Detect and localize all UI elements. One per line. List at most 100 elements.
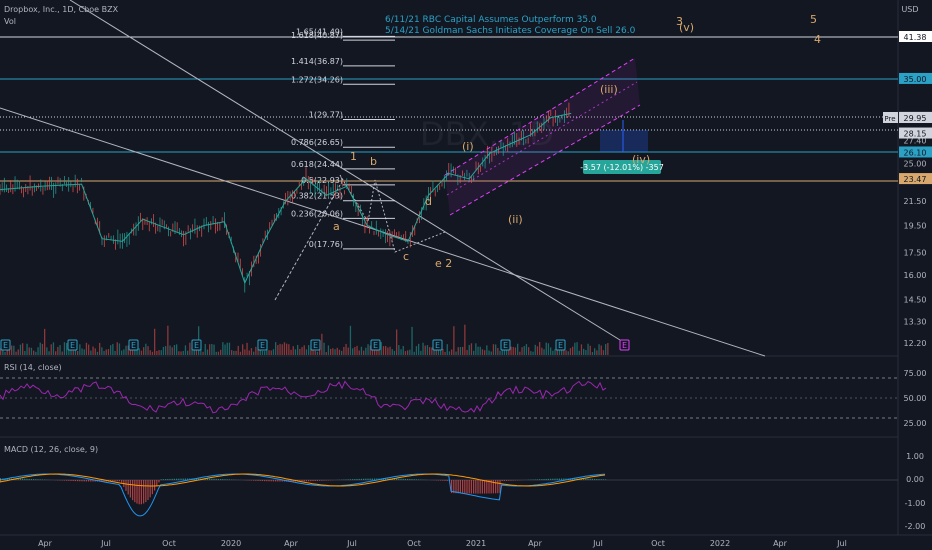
volume-bar [279,343,281,355]
earnings-marker[interactable] [500,339,511,351]
wave-v[interactable]: (v) [679,21,694,34]
wave-iii[interactable]: (iii) [600,83,618,96]
macd-bar [446,480,448,481]
macd-bar [387,478,389,480]
macd-bar [481,480,483,494]
macd-bar [442,480,444,481]
symbol-title[interactable]: Dropbox, Inc., 1D, Cboe BZX [4,5,119,14]
volume-bar [536,346,539,355]
volume-bar [314,350,316,355]
price-channel[interactable] [445,58,640,215]
rsi-label[interactable]: RSI (14, close) [4,363,62,372]
macd-bar [536,479,538,480]
pre-market-tag-bg [883,111,898,123]
measure-label: -3.57 (-12.01%) -357 [580,163,664,172]
volume-bar [407,350,409,355]
earnings-marker[interactable] [370,339,381,351]
volume-bar [514,347,517,355]
macd-bar [222,479,224,480]
volume-bar [66,342,68,355]
wave-3[interactable]: 3 [676,15,683,28]
wave-i[interactable]: (i) [462,140,474,153]
macd-label[interactable]: MACD (12, 26, close, 9) [4,445,98,454]
macd-bar [550,478,552,480]
price-tag-bg [899,111,932,123]
volume-bar [275,342,277,355]
wave-iv[interactable]: (iv) [632,153,650,166]
trendline-upper[interactable] [69,0,621,341]
earnings-marker[interactable] [555,339,566,351]
volume-bar [426,345,429,355]
fib-retracement[interactable]: 1.65(41.49)1.618(40.87) 1.414(36.87) 1.272… [291,27,395,250]
wave-c[interactable]: c [403,250,409,263]
fib-label: 1.65(41.49) [296,27,343,36]
time-axis[interactable]: Apr Jul Oct 2020 Apr Jul Oct 2021 Apr Jul Oct 2022 A… [38,539,847,548]
trendline-recovery[interactable] [274,184,341,301]
volume-bar [444,351,446,355]
fib-label: 0.618(24.44) [291,160,343,169]
macd-bar [171,478,173,480]
earnings-marker[interactable] [619,339,630,351]
news-goldman[interactable]: 5/14/21 Goldman Sachs Initiates Coverage… [385,26,636,36]
measure-box[interactable] [600,130,648,152]
earnings-marker[interactable] [310,339,321,351]
macd-bar [466,480,468,494]
volume-bar [591,351,594,355]
wave-1[interactable]: 1 [350,150,357,163]
price-axis[interactable]: 27.40 25.00 21.50 19.50 17.50 16.00 14.50 13.30… [904,136,927,348]
volume-bar [209,344,211,355]
time-tick: Apr [528,539,543,548]
wave-5[interactable]: 5 [810,13,817,26]
macd-bar [6,478,8,480]
earnings-marker[interactable] [257,339,268,351]
earnings-marker-label: E [558,341,563,350]
wave-a[interactable]: a [333,220,340,233]
macd-bar [74,480,76,482]
wave-e2[interactable]: e 2 [435,257,452,270]
volume-bar [556,348,558,355]
volume-bar [345,343,347,355]
wave-ii[interactable]: (ii) [508,213,523,226]
macd-bar [354,479,356,480]
volume-bar [374,346,376,355]
macd-bar [312,480,314,482]
wave-b[interactable]: b [370,155,377,168]
measure-label-bg [583,160,661,174]
volume-bar [578,350,580,355]
macd-bar [499,480,501,494]
earnings-marker[interactable] [128,339,139,351]
volume-bar [180,351,182,355]
volume-bar [409,349,411,355]
volume-bar [149,350,151,355]
volume-bar [61,351,63,355]
macd-bar [503,480,505,481]
macd-bar [81,480,83,482]
earnings-marker[interactable] [432,339,443,351]
macd-bar [176,478,178,480]
volume-bar [107,349,110,355]
macd-bar [539,479,541,480]
volume-bar [248,350,250,355]
earnings-marker[interactable] [191,339,202,351]
volume-bar [464,324,466,355]
macd-bar [41,479,43,480]
earnings-marker[interactable] [67,339,78,351]
volume-bar [367,344,369,355]
volume-bar [57,346,59,355]
macd-bar [404,478,406,480]
time-tick: Apr [38,539,53,548]
macd-bar [90,480,92,482]
macd-bar [253,480,255,481]
news-rbc[interactable]: 6/11/21 RBC Capital Assumes Outperform 3… [385,15,597,25]
volume-bar [55,351,57,355]
volume-bar [510,346,512,355]
wave-4[interactable]: 4 [814,33,821,46]
volume-bar [215,351,217,355]
macd-line [0,473,606,517]
earnings-marker[interactable] [0,339,11,351]
wave-d[interactable]: d [425,195,432,208]
volume-bar [512,347,514,355]
macd-bar [173,478,175,480]
volume-bar [99,342,101,355]
